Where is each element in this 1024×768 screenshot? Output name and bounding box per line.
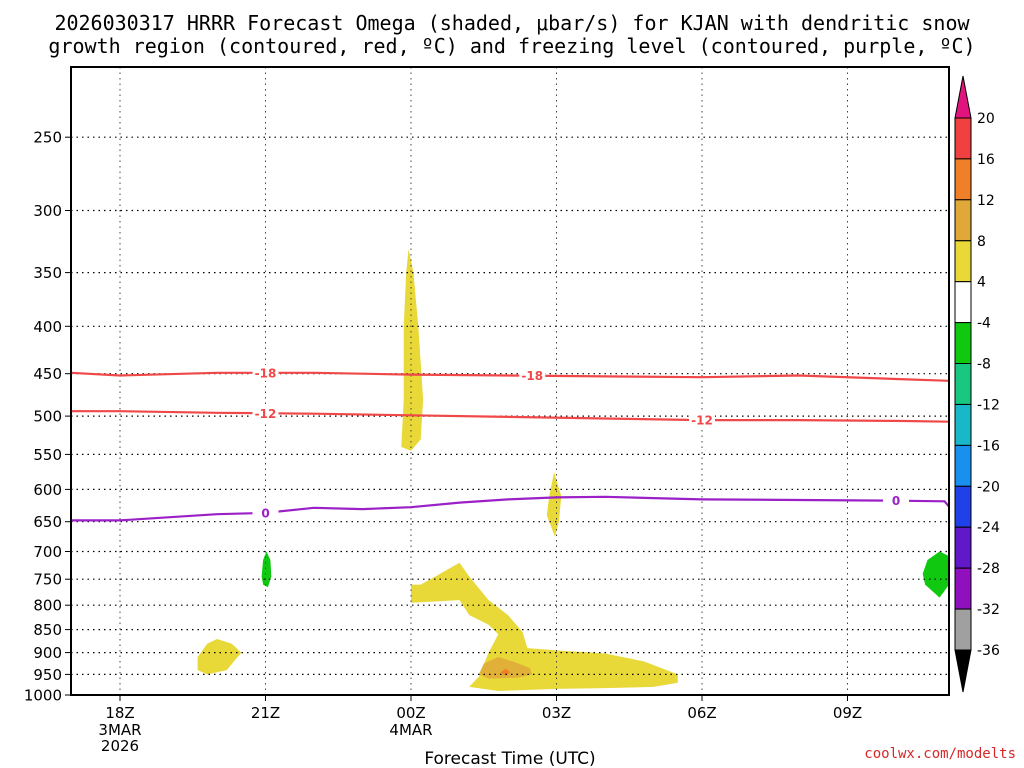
y-tick-label-550: 550 [33,446,62,464]
x-tick-label-00Z: 00Z [396,704,425,722]
x-tick-sublabel-18Z-1: 2026 [101,737,139,755]
x-tick-label-03Z: 03Z [542,704,571,722]
credit-text: coolwx.com/modelts [864,746,1016,762]
omega-4-8-left-blob [197,639,242,675]
dgz--18-label-0: -18 [255,366,277,380]
colorbar-bin--12--8 [954,363,972,405]
colorbar-bin-4-8 [954,240,972,283]
dgz--12-label-1: -12 [691,414,713,428]
omega-8-12 [478,657,533,679]
colorbar-bin--32--28 [954,567,972,610]
colorbar-bin--24--20 [954,485,972,528]
y-tick-label-500: 500 [33,408,62,426]
gridlines [71,67,949,697]
colorbar-bin--20--16 [954,444,972,487]
chart-title-line1: 2026030317 HRRR Forecast Omega (shaded, … [54,11,970,35]
colorbar-label-6: -8 [977,357,991,373]
colorbar-bin-12-16 [954,158,972,201]
y-tick-label-450: 450 [33,365,62,383]
colorbar-lower-triangle [954,649,972,693]
colorbar-bin--16--12 [954,404,972,446]
y-tick-label-350: 350 [33,264,62,282]
colorbar-bin-16-20 [954,117,972,160]
colorbar-bin--4-4 [954,281,972,324]
y-tick-label-600: 600 [33,481,62,499]
dgz--12-label-bg-0 [252,405,279,422]
colorbar-upper-triangle [954,75,972,119]
colorbar-label-13: -36 [977,643,1000,659]
colorbar-label-11: -28 [977,561,1000,577]
omega-4-8-lower-main [411,562,678,691]
contours: -18 -18 -12 -12 0 0 [70,364,950,522]
x-tick-label-06Z: 06Z [687,704,716,722]
plot-frame [70,66,950,696]
dgz--18-line [70,371,950,382]
colorbar-label-12: -32 [977,602,1000,618]
omega-4-8-upper-plume [401,248,424,451]
x-tick-sublabel-00Z-0: 4MAR [389,721,432,739]
colorbar-label-0: 20 [977,111,995,127]
colorbar-label-4: 4 [977,275,986,291]
colorbar-label-7: -12 [977,398,1000,414]
colorbar-bin--36--32 [954,608,972,651]
colorbar: 20 16 12 8 4 -4 -8 -12 -16 -20 -24 -28 -32 -36 [954,75,1000,693]
x-tick-label-09Z: 09Z [833,704,862,722]
dgz--18-label-1: -18 [521,369,543,383]
x-tick-sublabel-18Z-0: 3MAR [98,721,141,739]
y-tick-label-850: 850 [33,621,62,639]
colorbar-label-1: 16 [977,152,995,168]
dgz--18-label-bg-1 [519,367,546,384]
y-tick-label-900: 900 [33,644,62,662]
y-tick-label-700: 700 [33,543,62,561]
colorbar-label-2: 12 [977,193,995,209]
colorbar-bin--8--4 [954,322,972,365]
colorbar-label-9: -20 [977,479,1000,495]
freezing-level-label-0: 0 [261,506,269,520]
chart-title-line2: growth region (contoured, red, ºC) and f… [48,34,975,58]
x-axis-label: Forecast Time (UTC) [424,749,595,768]
y-tick-label-750: 750 [33,571,62,589]
freezing-level-line [71,495,950,522]
colorbar-bin--28--24 [954,526,972,569]
omega-shading [197,248,949,691]
y-tick-label-250: 250 [33,129,62,147]
omega-neg4-neg8-right [922,551,949,598]
y-tick-label-800: 800 [33,597,62,615]
freezing-level-label-1: 0 [892,494,900,508]
dgz--12-line [71,410,950,423]
colorbar-label-10: -24 [977,520,1000,536]
omega-12-16 [500,668,511,676]
y-tick-label-1000: 1000 [24,687,62,705]
colorbar-label-3: 8 [977,234,986,250]
omega-neg4-neg8-left [261,551,272,588]
y-tick-label-300: 300 [33,202,62,220]
x-tick-label-21Z: 21Z [251,704,280,722]
dgz--18-label-bg-0 [252,364,279,381]
y-tick-label-650: 650 [33,513,62,531]
freezing-level-label-bg-0 [252,504,279,521]
freezing-level-label-bg-1 [883,492,909,509]
y-axis: 250 300 350 400 450 500 550 600 650 700 750 800 850 9… [24,129,71,705]
dgz--12-label-bg-1 [689,412,715,429]
y-tick-label-950: 950 [33,666,62,684]
colorbar-bin-8-12 [954,199,972,242]
colorbar-label-5: -4 [977,316,991,332]
y-tick-label-400: 400 [33,318,62,336]
colorbar-label-8: -16 [977,438,1000,454]
dgz--12-label-0: -12 [255,407,277,421]
omega-4-8-small-plume [546,472,562,537]
x-tick-label-18Z: 18Z [105,704,134,722]
